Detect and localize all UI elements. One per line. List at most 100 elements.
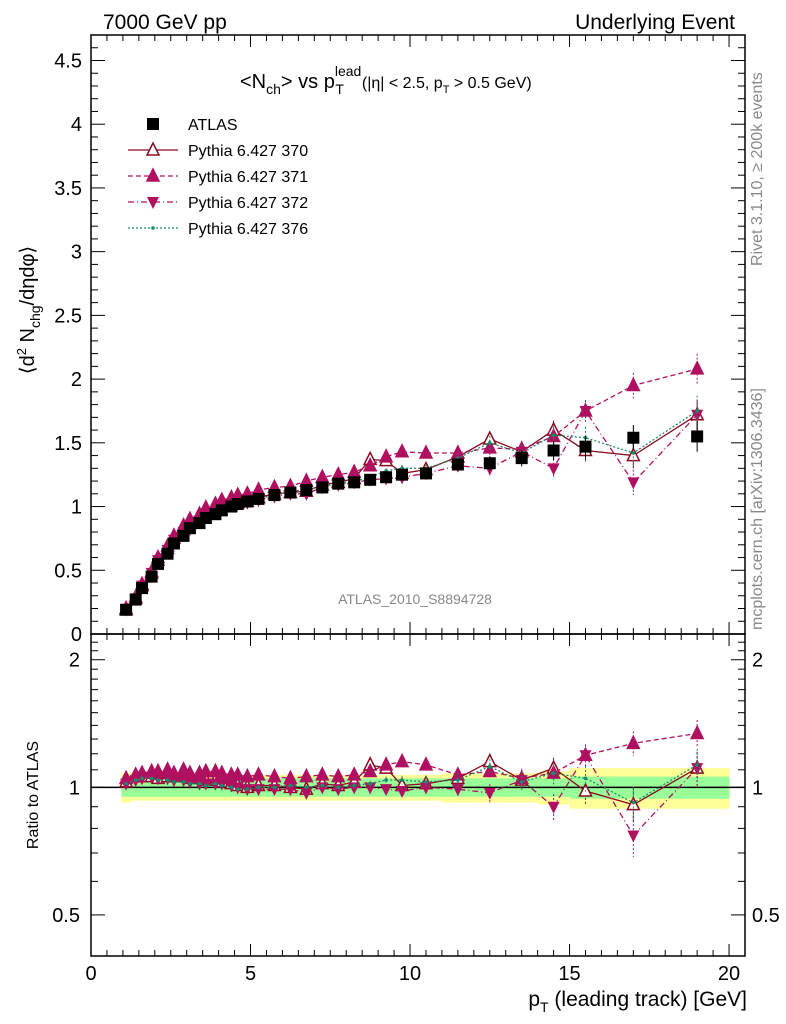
ratio-point xyxy=(133,778,138,782)
data-point xyxy=(419,467,432,480)
data-point xyxy=(167,537,180,550)
ratio-point xyxy=(149,776,154,781)
x-tick-label: 20 xyxy=(718,963,740,985)
ratio-point xyxy=(283,769,298,785)
ratio-point xyxy=(384,778,388,782)
legend-marker xyxy=(145,141,161,156)
data-point xyxy=(394,443,410,458)
series-line xyxy=(125,410,698,611)
series-pythia-6-427-371 xyxy=(118,353,705,615)
data-point xyxy=(515,452,528,465)
legend-entry: Pythia 6.427 370 xyxy=(128,141,308,160)
ratio-y-tick-label: 2 xyxy=(69,650,80,672)
y-axis-title-ratio: Ratio to ATLAS xyxy=(25,741,42,849)
y-tick-label: 4 xyxy=(71,114,82,136)
ratio-point xyxy=(284,784,297,797)
legend-label: ATLAS xyxy=(188,117,238,134)
x-tick-label: 0 xyxy=(85,963,96,985)
ratio-point xyxy=(272,785,277,790)
legend-label: Pythia 6.427 372 xyxy=(188,195,308,212)
legend-marker xyxy=(147,118,159,130)
data-point xyxy=(378,448,394,463)
ratio-point xyxy=(451,784,464,797)
ratio-point xyxy=(378,756,394,771)
ratio-point xyxy=(579,750,592,763)
ratio-point xyxy=(300,787,313,800)
ratio-y-tick-label: 1 xyxy=(69,777,80,799)
data-point xyxy=(129,593,142,606)
y-tick-label: 0 xyxy=(71,624,82,646)
data-point xyxy=(380,471,393,484)
ratio-panel-frame xyxy=(90,633,746,957)
analysis-watermark: ATLAS_2010_S8894728 xyxy=(338,591,492,607)
data-point xyxy=(120,603,133,616)
data-point xyxy=(631,451,636,455)
ratio-point xyxy=(267,767,282,783)
ratio-point xyxy=(213,781,218,786)
legend-entry: Pythia 6.427 372 xyxy=(128,195,308,212)
ratio-point xyxy=(551,771,556,775)
data-point xyxy=(268,489,281,502)
data-point xyxy=(691,430,704,443)
plot-title: <Nch> vs plead T (|η| < 2.5, pT > 0.5 GeV) xyxy=(240,63,532,97)
data-point xyxy=(348,476,361,489)
legend-marker xyxy=(145,167,161,182)
legend-entry: Pythia 6.427 376 xyxy=(128,221,308,238)
ratio-point xyxy=(220,783,224,788)
ratio-series-line xyxy=(125,764,698,804)
ratio-point xyxy=(695,763,699,767)
data-point xyxy=(579,405,592,418)
ratio-point xyxy=(482,762,497,778)
ratio-point xyxy=(240,767,255,783)
data-point xyxy=(627,431,640,444)
ratio-point xyxy=(627,830,640,843)
ratio-point xyxy=(424,780,428,784)
legend-label: Pythia 6.427 371 xyxy=(188,169,308,186)
y-tick-label: 4.5 xyxy=(54,50,82,72)
data-point xyxy=(362,457,378,472)
ratio-point xyxy=(456,778,460,782)
y-tick-label: 1 xyxy=(71,497,82,519)
ratio-y-tick-label: 0.5 xyxy=(52,905,80,927)
ratio-point xyxy=(419,782,432,795)
data-point xyxy=(482,439,497,454)
ratio-point xyxy=(336,785,341,790)
ratio-y-tick-label-right: 1 xyxy=(752,777,763,799)
ratio-point xyxy=(483,787,496,800)
ratio-point xyxy=(214,764,230,779)
legend-marker xyxy=(147,197,159,209)
data-point xyxy=(332,477,345,490)
ratio-point xyxy=(229,785,234,790)
ratio-point xyxy=(631,800,636,805)
data-point xyxy=(136,582,149,595)
ratio-point xyxy=(362,762,378,778)
data-point xyxy=(487,441,492,445)
ratio-point xyxy=(165,778,170,782)
data-point xyxy=(689,360,705,375)
y-tick-label: 1.5 xyxy=(54,433,82,455)
header-right: Underlying Event xyxy=(575,11,735,34)
data-point xyxy=(231,498,244,511)
legend-label: Pythia 6.427 370 xyxy=(188,143,308,160)
rivet-label: Rivet 3.1.10, ≥ 200k events xyxy=(749,72,766,266)
y-tick-label: 3 xyxy=(71,242,82,264)
x-axis-title: pT (leading track) [GeV] xyxy=(528,988,747,1015)
ratio-point xyxy=(245,787,250,791)
ratio-point xyxy=(172,780,176,784)
x-tick-label: 5 xyxy=(245,963,256,985)
data-point xyxy=(483,457,496,470)
data-point xyxy=(161,547,174,560)
data-point xyxy=(364,473,377,486)
data-point xyxy=(241,495,254,508)
header-left: 7000 GeV pp xyxy=(103,11,227,34)
ratio-point xyxy=(396,786,409,799)
x-tick-label: 15 xyxy=(558,963,580,985)
ratio-point xyxy=(299,767,314,783)
data-point xyxy=(547,463,560,476)
ratio-point xyxy=(256,785,261,790)
ratio-point xyxy=(198,762,214,778)
data-point xyxy=(451,458,464,471)
ratio-point xyxy=(304,785,309,790)
data-point xyxy=(418,444,434,459)
data-point xyxy=(627,477,640,490)
